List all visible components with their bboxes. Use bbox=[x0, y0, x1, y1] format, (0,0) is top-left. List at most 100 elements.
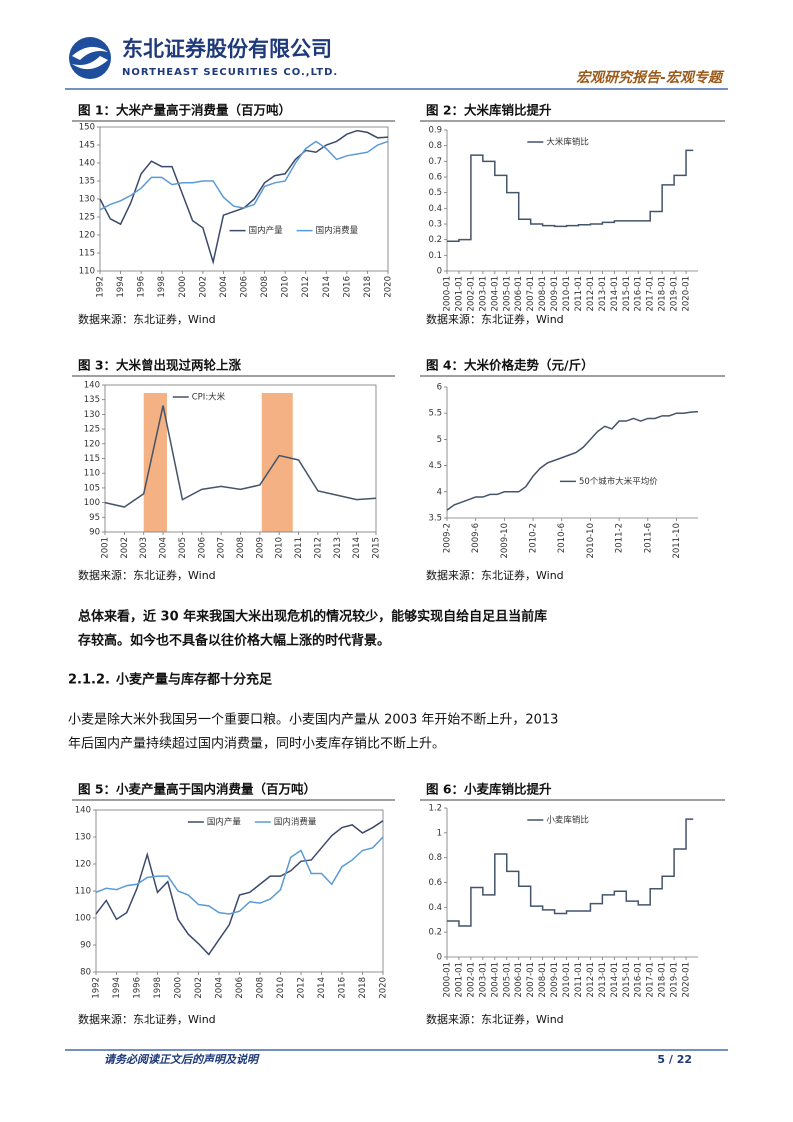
figure-source: 数据来源：东北证券，Wind bbox=[78, 312, 216, 326]
x-tick-label: 2004 bbox=[215, 977, 225, 999]
y-tick-label: 6 bbox=[437, 383, 442, 393]
section-title: 小麦产量与库存都十分充足 bbox=[116, 672, 273, 688]
series-line bbox=[446, 410, 699, 511]
figure-title: 图 2：大米库销比提升 bbox=[426, 103, 552, 118]
summary-line: 总体来看，近 30 年来我国大米出现危机的情况较少，能够实现自给自足且当前库 bbox=[78, 609, 547, 625]
x-tick-label: 2010 bbox=[275, 537, 285, 559]
x-tick-label: 2012 bbox=[297, 977, 307, 999]
x-tick-label: 2011 bbox=[294, 537, 304, 559]
y-tick-label: 115 bbox=[79, 249, 95, 259]
x-tick-label: 2012 bbox=[313, 537, 323, 559]
x-tick-label: 1994 bbox=[112, 977, 122, 999]
x-tick-label: 2019-01 bbox=[670, 276, 680, 312]
y-tick-label: 0 bbox=[437, 267, 442, 277]
section-number: 2.1.2. bbox=[68, 673, 110, 688]
x-tick-label: 2010-6 bbox=[557, 523, 567, 553]
y-tick-label: 140 bbox=[75, 806, 91, 816]
x-tick-label: 2002-01 bbox=[466, 962, 476, 998]
x-tick-label: 2011-10 bbox=[672, 523, 682, 559]
y-tick-label: 5 bbox=[437, 435, 442, 445]
x-tick-label: 2018-01 bbox=[658, 276, 668, 312]
plot-frame bbox=[95, 809, 384, 973]
x-tick-label: 2014-01 bbox=[610, 276, 620, 312]
x-tick-label: 2008 bbox=[236, 537, 246, 559]
x-tick-label: 2004 bbox=[159, 537, 169, 559]
y-tick-label: 0.4 bbox=[428, 204, 442, 214]
legend-label: 国内消费量 bbox=[274, 817, 317, 828]
highlight-span bbox=[261, 393, 293, 532]
x-tick-label: 2012-01 bbox=[586, 962, 596, 998]
legend-label: 小麦库销比 bbox=[546, 815, 589, 826]
x-tick-label: 2006-01 bbox=[514, 276, 524, 312]
series-line bbox=[95, 836, 384, 915]
y-tick-label: 0.4 bbox=[428, 903, 442, 913]
x-tick-label: 2006 bbox=[240, 276, 250, 298]
y-tick-label: 125 bbox=[84, 425, 100, 435]
x-tick-label: 1992 bbox=[96, 276, 106, 298]
legend-label: 50个城市大米平均价 bbox=[579, 476, 658, 487]
paragraph-line: 小麦是除大米外我国另一个重要口粮。小麦国内产量从 2003 年开始不断上升，20… bbox=[68, 712, 558, 728]
x-tick-label: 2010 bbox=[281, 276, 291, 298]
x-tick-label: 2011-6 bbox=[643, 523, 653, 553]
x-tick-label: 2020 bbox=[379, 977, 389, 999]
x-tick-label: 2014 bbox=[317, 977, 327, 999]
plot-frame bbox=[99, 126, 389, 272]
x-tick-label: 2008-01 bbox=[538, 962, 548, 998]
x-tick-label: 2009-6 bbox=[471, 523, 481, 553]
y-tick-label: 4 bbox=[437, 487, 442, 497]
x-tick-label: 2020 bbox=[384, 276, 394, 298]
x-tick-label: 2009-10 bbox=[500, 523, 510, 559]
x-tick-label: 2018-01 bbox=[658, 962, 668, 998]
x-tick-label: 2005 bbox=[178, 537, 188, 559]
figure-source: 数据来源：东北证券，Wind bbox=[78, 1012, 216, 1026]
figure-source: 数据来源：东北证券，Wind bbox=[426, 312, 564, 326]
x-tick-label: 2014-01 bbox=[610, 962, 620, 998]
series-line bbox=[104, 405, 377, 508]
x-tick-label: 2013-01 bbox=[598, 962, 608, 998]
x-tick-label: 2010-01 bbox=[562, 962, 572, 998]
y-tick-label: 120 bbox=[79, 231, 95, 241]
figure-source: 数据来源：东北证券，Wind bbox=[426, 1012, 564, 1026]
x-tick-label: 1996 bbox=[137, 276, 147, 298]
x-tick-label: 2010-10 bbox=[586, 523, 596, 559]
y-tick-label: 80 bbox=[80, 968, 91, 978]
y-tick-label: 120 bbox=[75, 860, 91, 870]
y-tick-label: 90 bbox=[89, 528, 100, 538]
highlight-span bbox=[143, 393, 167, 532]
y-tick-label: 95 bbox=[89, 513, 100, 523]
figure-title: 图 6：小麦库销比提升 bbox=[426, 782, 552, 797]
x-tick-label: 2007-01 bbox=[526, 962, 536, 998]
y-tick-label: 0.7 bbox=[428, 157, 442, 167]
x-tick-label: 2020-01 bbox=[682, 962, 692, 998]
x-tick-label: 2000 bbox=[174, 977, 184, 999]
x-tick-label: 2007 bbox=[217, 537, 227, 559]
y-tick-label: 0.6 bbox=[428, 878, 442, 888]
y-tick-label: 115 bbox=[84, 454, 100, 464]
x-tick-label: 2017-01 bbox=[646, 276, 656, 312]
x-tick-label: 2015 bbox=[372, 537, 382, 559]
x-tick-label: 2011-01 bbox=[574, 276, 584, 312]
y-tick-label: 0.8 bbox=[428, 141, 442, 151]
x-tick-label: 2002 bbox=[198, 276, 208, 298]
y-tick-label: 0.8 bbox=[428, 853, 442, 863]
x-tick-label: 2009-01 bbox=[550, 962, 560, 998]
x-tick-label: 2014 bbox=[322, 276, 332, 298]
y-tick-label: 4.5 bbox=[428, 461, 442, 471]
x-tick-label: 2020-01 bbox=[682, 276, 692, 312]
x-tick-label: 2001-01 bbox=[454, 962, 464, 998]
footer-notice: 请务必阅读正文后的声明及说明 bbox=[104, 1053, 260, 1066]
x-tick-label: 2008-01 bbox=[538, 276, 548, 312]
x-tick-label: 2000-01 bbox=[443, 962, 453, 998]
x-tick-label: 2001 bbox=[101, 537, 111, 559]
x-tick-label: 2013-01 bbox=[598, 276, 608, 312]
legend-label: 国内产量 bbox=[207, 817, 242, 828]
x-tick-label: 2011-01 bbox=[574, 962, 584, 998]
y-tick-label: 0.2 bbox=[428, 928, 442, 938]
y-tick-label: 3.5 bbox=[428, 514, 442, 524]
x-tick-label: 2010-2 bbox=[529, 523, 539, 553]
y-tick-label: 110 bbox=[75, 887, 91, 897]
y-tick-label: 100 bbox=[75, 914, 91, 924]
y-tick-label: 130 bbox=[75, 833, 91, 843]
